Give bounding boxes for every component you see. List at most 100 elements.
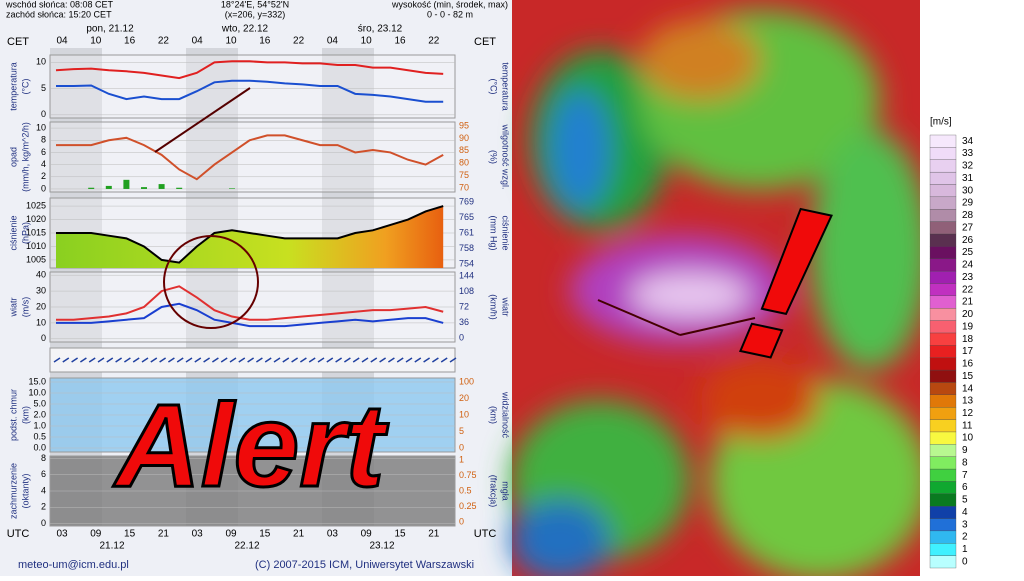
colorbar-cell: [929, 456, 957, 470]
axis-label: temperatura: [501, 62, 511, 111]
colorbar-cell: [929, 147, 957, 160]
y2-tick-label: 0.25: [459, 501, 477, 511]
series-line: [56, 134, 444, 181]
panel-frame: [49, 54, 456, 119]
colorbar-label: 19: [962, 321, 974, 332]
wind-arrow: [167, 357, 175, 363]
hour-label: 21: [293, 529, 305, 540]
hour-label: 04: [56, 36, 68, 47]
y-tick-label: 5.0: [33, 398, 46, 408]
series-line: [55, 60, 444, 80]
colorbar-cell: [929, 468, 957, 482]
colorbar-cell: [929, 171, 957, 185]
axis-label: mgła: [501, 481, 511, 501]
colorbar-cell: [929, 407, 957, 420]
hour-label: 21: [428, 529, 440, 540]
y2-tick-label: 100: [459, 376, 474, 386]
series-line: [56, 302, 444, 328]
wind-arrow: [150, 357, 158, 363]
y2-tick-label: 761: [459, 227, 474, 237]
wind-arrow: [414, 357, 422, 363]
precip-bar: [141, 187, 147, 189]
series-line: [56, 79, 444, 103]
hour-label: 16: [394, 36, 406, 47]
colorbar-label: 14: [962, 383, 974, 394]
wind-arrow: [71, 357, 79, 363]
date-label: 21.12: [99, 541, 124, 552]
date-label: 22.12: [234, 541, 259, 552]
colorbar-label: 0: [962, 556, 968, 567]
header-text: (x=206, y=332): [225, 9, 286, 19]
wind-arrow: [106, 357, 114, 363]
wind-arrow: [343, 357, 351, 363]
colorbar-cell: [929, 134, 957, 148]
wind-arrow: [185, 357, 193, 363]
precip-bar: [229, 188, 235, 189]
y-tick-label: 2: [41, 502, 46, 512]
y-tick-label: 1005: [26, 254, 46, 264]
wind-arrow: [115, 357, 123, 363]
axis-label: zachmurzenie: [8, 463, 18, 519]
axis-zone: UTC: [7, 528, 30, 540]
y2-tick-label: 769: [459, 196, 474, 206]
y-tick-label: 0: [41, 183, 46, 193]
wind-arrow: [264, 357, 272, 363]
wind-arrow: [361, 357, 369, 363]
colorbar-label: 2: [962, 532, 968, 543]
axis-unit: (oktanty): [20, 473, 30, 508]
y-tick-label: 1010: [26, 241, 46, 251]
colorbar-cell: [929, 184, 957, 198]
wind-arrow: [405, 357, 413, 363]
annotation-circle: [163, 235, 259, 329]
y-tick-label: 30: [36, 285, 46, 295]
hour-label: 15: [394, 529, 406, 540]
y2-tick-label: 75: [459, 170, 469, 180]
wind-arrow: [238, 357, 246, 363]
y-tick-label: 40: [36, 270, 46, 280]
wind-arrow: [352, 357, 360, 363]
wind-arrow: [335, 357, 343, 363]
y2-tick-label: 36: [459, 317, 469, 327]
colorbar-label: 5: [962, 495, 968, 506]
colorbar-cell: [929, 431, 957, 445]
y-tick-label: 0.0: [33, 442, 46, 452]
colorbar-cell: [929, 518, 957, 532]
hour-label: 10: [361, 36, 373, 47]
colorbar-label: 22: [962, 284, 974, 295]
axis-zone: UTC: [474, 528, 497, 540]
y2-tick-label: 0: [459, 442, 464, 452]
colorbar-cell: [929, 320, 957, 334]
hour-label: 09: [225, 529, 237, 540]
colorbar-label: 32: [962, 161, 974, 172]
hour-label: 03: [327, 529, 339, 540]
y-tick-label: 4: [41, 159, 46, 169]
colorbar-label: 33: [962, 148, 974, 159]
footer-email: meteo-um@icm.edu.pl: [18, 559, 129, 571]
colorbar-label: 12: [962, 408, 974, 419]
annotation-arrow: [154, 87, 251, 153]
y2-tick-label: 108: [459, 286, 474, 296]
y2-tick-label: 754: [459, 258, 474, 268]
wind-arrow: [97, 357, 105, 363]
colorbar-label: 17: [962, 346, 974, 357]
panel-frame: [49, 121, 456, 193]
colorbar-cell: [929, 246, 957, 259]
axis-label: wiatr: [8, 297, 18, 317]
day-label: pon, 21.12: [86, 24, 134, 35]
y-tick-label: 10.0: [28, 387, 46, 397]
y-tick-label: 8: [41, 453, 46, 463]
y-tick-label: 0: [41, 333, 46, 343]
colorbar-cell: [929, 283, 957, 296]
y-tick-label: 10: [36, 317, 46, 327]
axis-unit: (hPa): [20, 222, 30, 244]
y-tick-label: 0.5: [33, 431, 46, 441]
colorbar-label: 1: [962, 544, 968, 555]
colorbar-cell: [929, 543, 957, 556]
colorbar-label: 7: [962, 470, 968, 481]
wind-arrow: [379, 357, 387, 363]
colorbar-cell: [929, 345, 957, 358]
wind-arrow: [291, 357, 299, 363]
colorbar-cell: [929, 369, 957, 383]
y2-tick-label: 5: [459, 426, 464, 436]
